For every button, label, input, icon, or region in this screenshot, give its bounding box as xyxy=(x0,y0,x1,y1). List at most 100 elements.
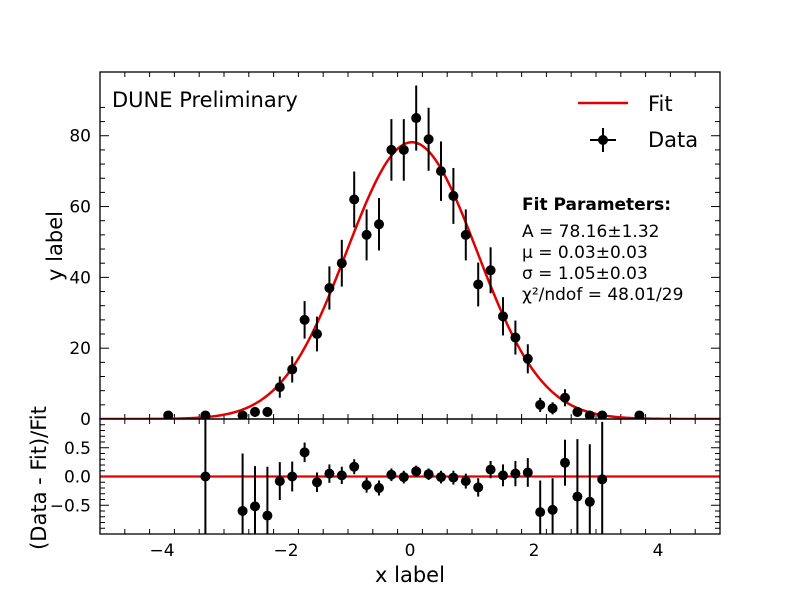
ratio-point-marker xyxy=(547,504,558,515)
data-point-marker xyxy=(349,194,360,205)
main-plot: 0 20 40 60 80 DUNE Preliminary Fit Data Fit … xyxy=(43,71,721,430)
data-point-marker xyxy=(411,113,422,124)
ratio-ytick-label: 0.0 xyxy=(64,468,91,488)
data-point-marker xyxy=(460,229,471,240)
data-point-marker xyxy=(324,282,335,293)
data-point-marker xyxy=(436,166,446,177)
ratio-ticks xyxy=(99,418,721,535)
ratio-point-marker xyxy=(423,469,434,480)
xtick-label: −2 xyxy=(273,541,298,561)
xlabel: x label xyxy=(375,563,445,587)
ratio-point-marker xyxy=(237,506,248,516)
data-point-marker xyxy=(262,406,273,417)
main-ylabel: y label xyxy=(43,211,67,281)
ratio-point-marker xyxy=(312,477,322,488)
data-point-marker xyxy=(597,410,608,419)
legend-data-label: Data xyxy=(648,128,698,152)
main-ytick-label: 60 xyxy=(69,198,91,218)
ratio-point-marker xyxy=(200,471,211,482)
fit-params-title: Fit Parameters: xyxy=(522,195,671,215)
xtick-label: −4 xyxy=(149,541,174,561)
fit-param-amplitude: A = 78.16±1.32 xyxy=(522,222,659,242)
data-point-marker xyxy=(485,265,496,276)
ratio-points xyxy=(200,419,608,534)
ratio-ytick-labels: −0.5 0.0 0.5 xyxy=(50,439,91,517)
data-point-marker xyxy=(163,410,174,419)
main-ticks xyxy=(99,72,721,420)
ratio-point-marker xyxy=(498,470,508,481)
data-point-marker xyxy=(535,399,546,410)
fit-param-sigma: σ = 1.05±0.03 xyxy=(522,264,648,284)
data-point-marker xyxy=(237,410,248,419)
legend-data-swatch-marker xyxy=(598,135,608,145)
data-point-marker xyxy=(386,144,397,155)
data-point-marker xyxy=(572,406,583,417)
ratio-ytick-label: 0.5 xyxy=(64,439,91,459)
data-point-marker xyxy=(374,219,384,230)
main-ytick-label: 80 xyxy=(69,127,91,147)
main-ytick-labels: 0 20 40 60 80 xyxy=(69,127,91,430)
data-point-marker xyxy=(473,279,484,290)
xtick-label: 0 xyxy=(405,541,416,561)
ratio-frame xyxy=(99,418,721,535)
ratio-point-marker xyxy=(448,472,459,483)
data-point-marker xyxy=(584,410,595,419)
main-ytick-label: 0 xyxy=(80,410,91,430)
ratio-point-marker xyxy=(386,469,397,480)
ratio-point-marker xyxy=(485,464,496,475)
data-point-marker xyxy=(423,134,434,145)
data-point-marker xyxy=(560,392,570,403)
ratio-point-marker xyxy=(262,510,273,521)
data-point-marker xyxy=(274,382,285,393)
data-point-marker xyxy=(200,410,211,419)
fit-param-chi2: χ²/ndof = 48.01/29 xyxy=(522,285,683,305)
data-point-marker xyxy=(510,332,521,343)
ratio-point-marker xyxy=(584,496,595,507)
data-point-marker xyxy=(250,406,260,417)
fit-param-mu: μ = 0.03±0.03 xyxy=(522,243,648,263)
ratio-point-marker xyxy=(535,507,546,518)
ratio-point-marker xyxy=(287,471,298,482)
legend-fit-label: Fit xyxy=(648,92,673,116)
xtick-label: 2 xyxy=(529,541,540,561)
ratio-point-marker xyxy=(274,476,285,487)
data-point-marker xyxy=(547,403,558,414)
xtick-labels: −4 −2 0 2 4 xyxy=(149,541,663,561)
data-point-marker xyxy=(299,314,310,325)
ratio-point-marker xyxy=(398,472,409,483)
ratio-point-marker xyxy=(560,457,570,468)
legend: Fit Data xyxy=(578,92,698,152)
ratio-point-marker xyxy=(299,447,310,458)
ratio-ytick-label: −0.5 xyxy=(50,496,91,516)
data-point-marker xyxy=(398,144,409,155)
ratio-point-marker xyxy=(473,482,484,493)
ratio-point-marker xyxy=(436,472,446,483)
ratio-point-marker xyxy=(361,480,372,491)
ratio-ylabel: (Data - Fit)/Fit xyxy=(27,406,51,550)
ratio-point-marker xyxy=(411,466,422,477)
ratio-point-marker xyxy=(460,476,471,487)
ratio-point-marker xyxy=(336,470,347,481)
ratio-point-marker xyxy=(324,468,335,479)
main-ytick-label: 40 xyxy=(69,268,91,288)
main-ytick-label: 20 xyxy=(69,339,91,359)
data-point-marker xyxy=(448,190,459,201)
fit-parameters-box: Fit Parameters: A = 78.16±1.32 μ = 0.03±… xyxy=(522,195,683,305)
data-point-marker xyxy=(498,311,508,322)
ratio-plot: −0.5 0.0 0.5 −4 −2 0 2 4 (Data - Fit)/Fit x la… xyxy=(27,406,721,587)
ratio-point-marker xyxy=(374,483,384,493)
data-point-marker xyxy=(287,364,298,375)
ratio-point-marker xyxy=(510,468,521,479)
data-point-marker xyxy=(522,353,533,364)
data-point-marker xyxy=(312,329,322,340)
ratio-point-marker xyxy=(597,474,608,485)
xtick-label: 4 xyxy=(653,541,664,561)
data-point-marker xyxy=(361,229,372,240)
experiment-label: DUNE Preliminary xyxy=(112,88,298,112)
data-point-marker xyxy=(634,410,645,419)
ratio-point-marker xyxy=(572,491,583,502)
ratio-point-marker xyxy=(250,501,260,512)
ratio-point-marker xyxy=(349,461,360,472)
data-points xyxy=(163,85,645,419)
